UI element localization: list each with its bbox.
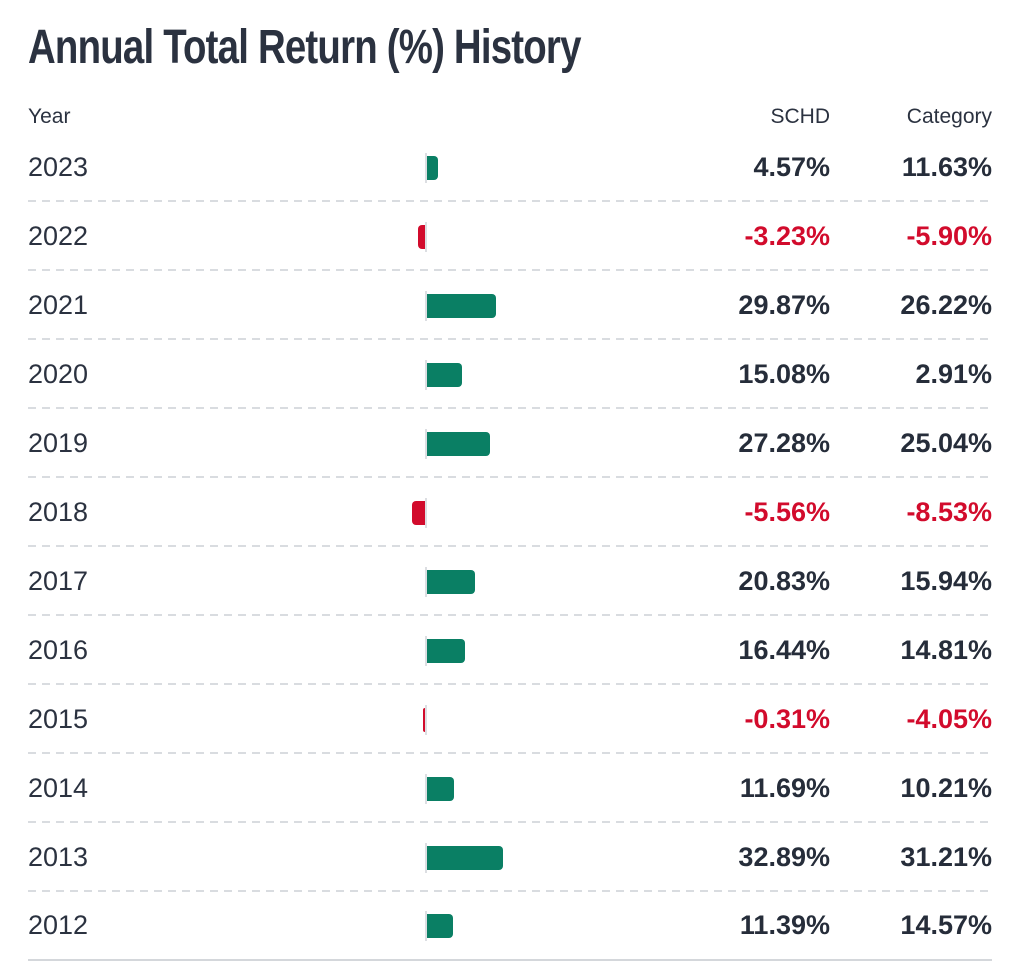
category-value: -4.05% bbox=[906, 704, 992, 734]
return-bar bbox=[427, 431, 491, 456]
year-label: 2022 bbox=[28, 221, 89, 251]
bar-baseline bbox=[425, 497, 427, 528]
table-row: 2016 16.44% 14.81% bbox=[28, 616, 992, 685]
bar-baseline bbox=[425, 290, 427, 321]
table-row: 2023 4.57% 11.63% bbox=[28, 133, 992, 202]
category-value: 11.63% bbox=[901, 152, 992, 182]
category-value: -5.90% bbox=[906, 221, 992, 251]
bar-baseline bbox=[425, 704, 427, 735]
table-row: 2019 27.28% 25.04% bbox=[28, 409, 992, 478]
category-value: 2.91% bbox=[915, 359, 992, 389]
category-value: 26.22% bbox=[900, 290, 992, 320]
bar-cell bbox=[178, 409, 650, 478]
return-bar bbox=[427, 776, 455, 801]
column-header-schd: SCHD bbox=[770, 105, 830, 128]
bar-cell bbox=[178, 616, 650, 685]
schd-value: -0.31% bbox=[744, 704, 830, 734]
bar-cell bbox=[178, 892, 650, 959]
column-header-category: Category bbox=[906, 105, 992, 128]
bar-cell bbox=[178, 133, 650, 202]
year-label: 2013 bbox=[28, 842, 89, 872]
year-label: 2019 bbox=[28, 428, 89, 458]
table-row: 2021 29.87% 26.22% bbox=[28, 271, 992, 340]
table-row: 2012 11.39% 14.57% bbox=[28, 892, 992, 961]
category-value: -8.53% bbox=[906, 497, 992, 527]
table-header: Year SCHD Category bbox=[28, 101, 992, 133]
bar-cell bbox=[178, 340, 650, 409]
return-bar bbox=[417, 224, 425, 249]
category-value: 14.81% bbox=[900, 635, 992, 665]
return-bar bbox=[427, 362, 462, 387]
schd-value: 15.08% bbox=[738, 359, 830, 389]
bar-baseline bbox=[425, 359, 427, 390]
category-value: 14.57% bbox=[900, 910, 992, 940]
return-bar bbox=[427, 569, 476, 594]
year-label: 2017 bbox=[28, 566, 89, 596]
bar-cell bbox=[178, 754, 650, 823]
return-bar bbox=[427, 638, 466, 663]
bar-baseline bbox=[425, 566, 427, 597]
return-bar bbox=[412, 500, 425, 525]
table-row: 2013 32.89% 31.21% bbox=[28, 823, 992, 892]
bar-baseline bbox=[425, 910, 427, 941]
return-bar bbox=[427, 155, 438, 180]
category-value: 10.21% bbox=[900, 773, 992, 803]
bar-cell bbox=[178, 202, 650, 271]
return-bar bbox=[427, 913, 454, 938]
table-row: 2020 15.08% 2.91% bbox=[28, 340, 992, 409]
table-body: 2023 4.57% 11.63% 2022 -3.23% -5.90% 202… bbox=[28, 133, 992, 961]
bar-baseline bbox=[425, 152, 427, 183]
schd-value: 16.44% bbox=[738, 635, 830, 665]
year-label: 2021 bbox=[28, 290, 89, 320]
bar-baseline bbox=[425, 221, 427, 252]
schd-value: 11.69% bbox=[739, 773, 830, 803]
schd-value: 27.28% bbox=[738, 428, 830, 458]
year-label: 2012 bbox=[28, 910, 89, 940]
category-value: 15.94% bbox=[900, 566, 992, 596]
year-label: 2016 bbox=[28, 635, 89, 665]
year-label: 2018 bbox=[28, 497, 89, 527]
year-label: 2023 bbox=[28, 152, 89, 182]
schd-value: 20.83% bbox=[738, 566, 830, 596]
schd-value: 29.87% bbox=[738, 290, 830, 320]
return-bar bbox=[423, 707, 425, 732]
schd-value: -3.23% bbox=[744, 221, 830, 251]
return-bar bbox=[427, 293, 497, 318]
table-row: 2018 -5.56% -8.53% bbox=[28, 478, 992, 547]
bar-cell bbox=[178, 271, 650, 340]
bar-cell bbox=[178, 823, 650, 892]
schd-value: 32.89% bbox=[738, 842, 830, 872]
page-title: Annual Total Return (%) History bbox=[28, 21, 581, 74]
bar-baseline bbox=[425, 428, 427, 459]
return-bar bbox=[427, 845, 504, 870]
table-row: 2014 11.69% 10.21% bbox=[28, 754, 992, 823]
year-label: 2014 bbox=[28, 773, 89, 803]
year-label: 2015 bbox=[28, 704, 89, 734]
category-value: 31.21% bbox=[900, 842, 992, 872]
bar-baseline bbox=[425, 635, 427, 666]
table-row: 2022 -3.23% -5.90% bbox=[28, 202, 992, 271]
bar-baseline bbox=[425, 773, 427, 804]
category-value: 25.04% bbox=[900, 428, 992, 458]
year-label: 2020 bbox=[28, 359, 89, 389]
schd-value: 4.57% bbox=[753, 152, 830, 182]
bar-baseline bbox=[425, 842, 427, 873]
table-row: 2017 20.83% 15.94% bbox=[28, 547, 992, 616]
bar-cell bbox=[178, 478, 650, 547]
schd-value: 11.39% bbox=[739, 910, 830, 940]
bar-cell bbox=[178, 685, 650, 754]
schd-value: -5.56% bbox=[744, 497, 830, 527]
column-header-year: Year bbox=[28, 105, 71, 128]
bar-cell bbox=[178, 547, 650, 616]
table-row: 2015 -0.31% -4.05% bbox=[28, 685, 992, 754]
